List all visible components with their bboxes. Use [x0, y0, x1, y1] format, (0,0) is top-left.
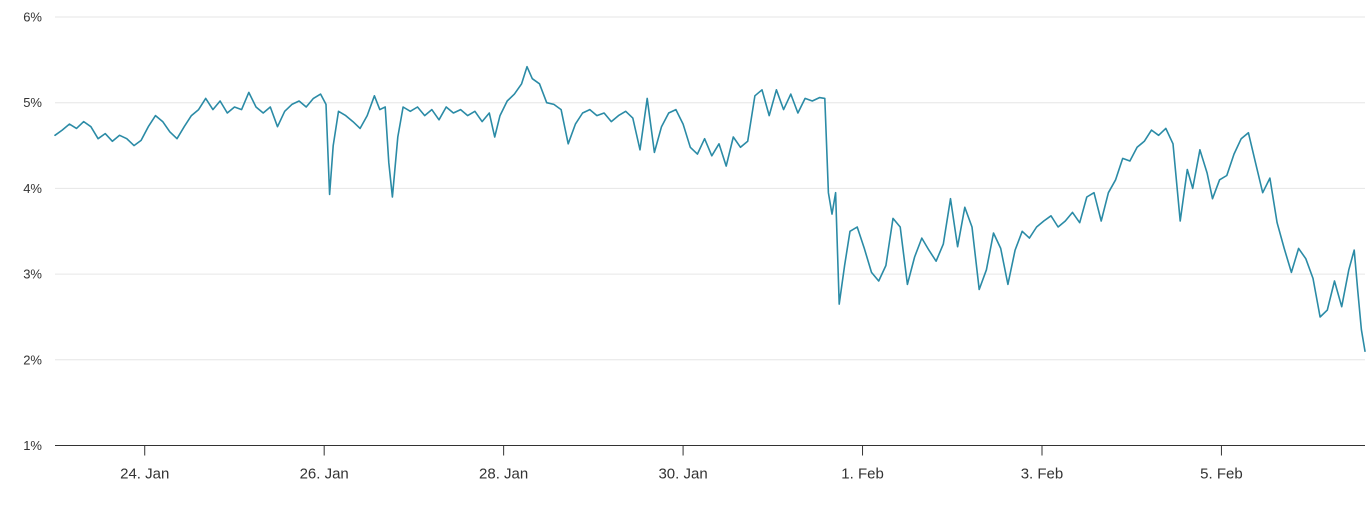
y-axis-label: 2% — [23, 352, 42, 367]
y-axis-label: 3% — [23, 267, 42, 282]
x-axis-label: 24. Jan — [120, 466, 169, 483]
y-axis-label: 5% — [23, 95, 42, 110]
y-axis-label: 4% — [23, 181, 42, 196]
x-axis-label: 30. Jan — [658, 466, 707, 483]
y-axis-label: 6% — [23, 10, 42, 25]
x-axis-label: 28. Jan — [479, 466, 528, 483]
data-series-line — [54, 65, 1366, 352]
x-axis-label: 3. Feb — [1021, 466, 1064, 483]
y-axis-label: 1% — [23, 438, 42, 453]
x-axis-label: 5. Feb — [1200, 466, 1243, 483]
x-axis-label: 26. Jan — [300, 466, 349, 483]
x-axis-label: 1. Feb — [841, 466, 884, 483]
